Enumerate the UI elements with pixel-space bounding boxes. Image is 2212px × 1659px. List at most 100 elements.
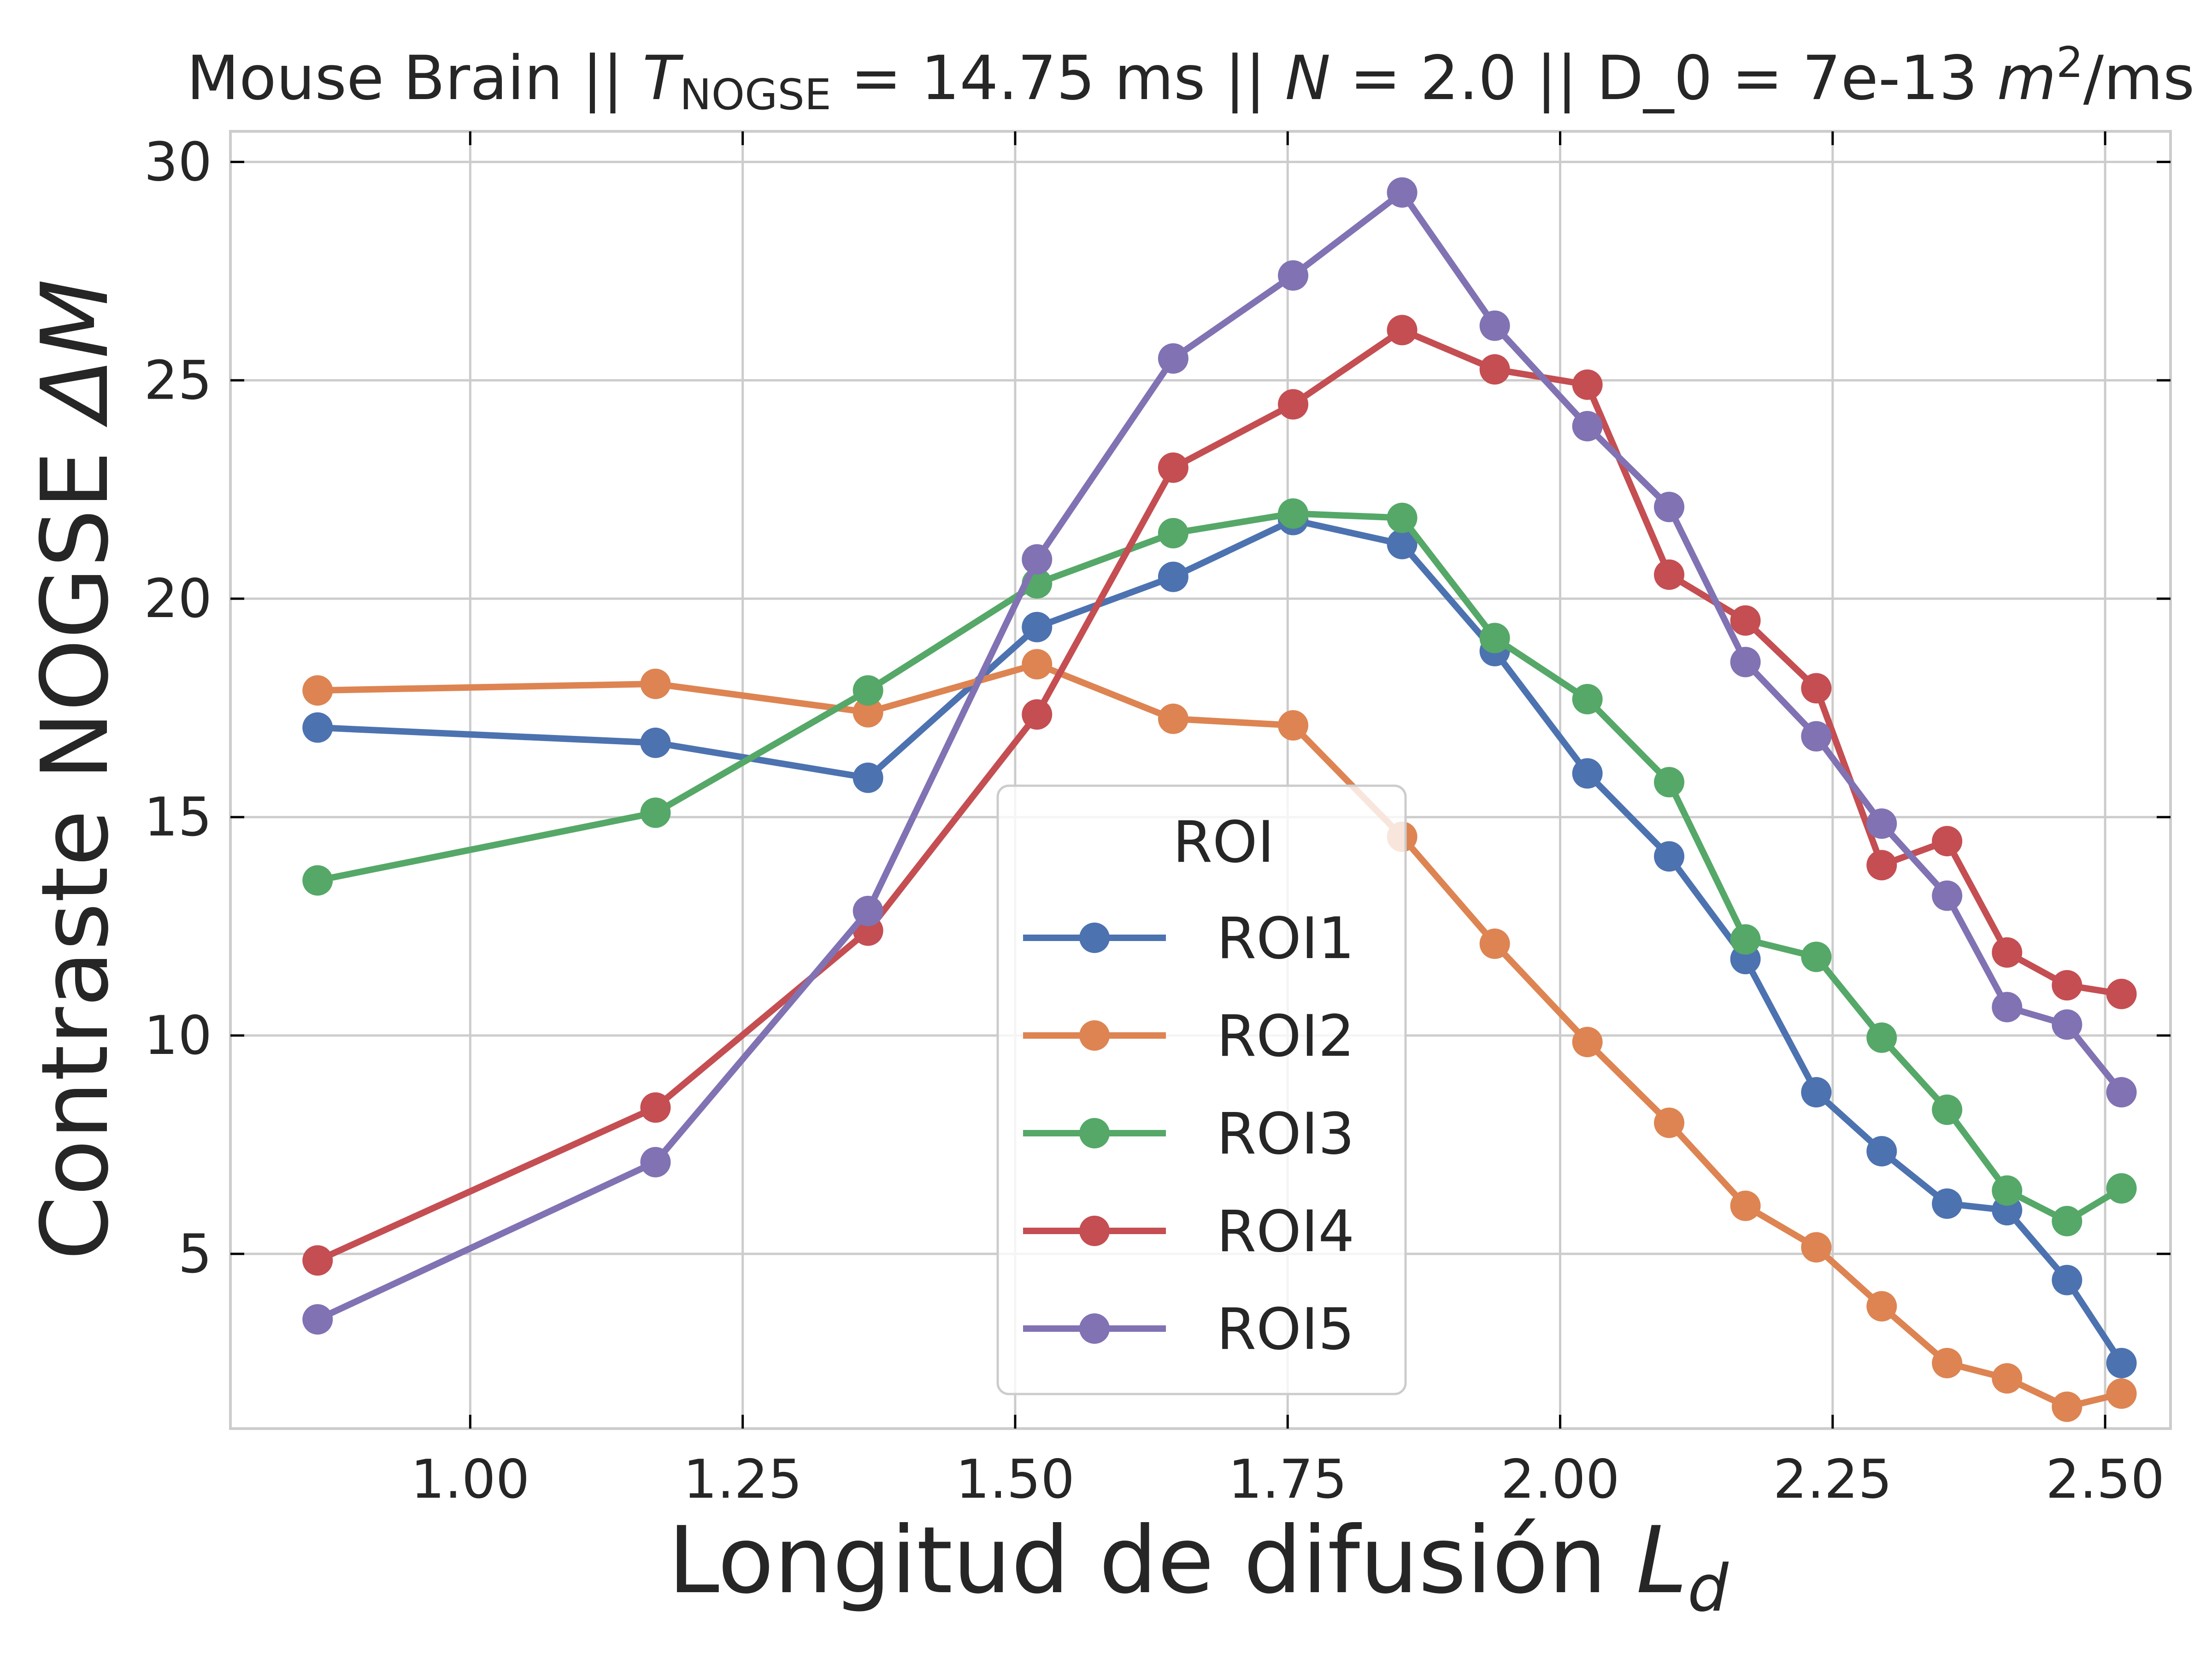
data-point-roi4 [1278,389,1309,420]
axis-ticks: 1.00 1.25 1.50 1.75 2.00 2.25 2.50 5 10 15 20 25 30 [144,131,2171,1511]
data-point-roi4 [1801,673,1832,704]
data-point-roi1 [2106,1347,2137,1378]
data-point-roi1 [1158,561,1188,592]
data-point-roi3 [1572,684,1603,715]
x-tick-label: 2.25 [1773,1448,1892,1511]
data-point-roi2 [2106,1378,2137,1409]
data-point-roi4 [1158,452,1188,483]
data-point-roi2 [1801,1232,1832,1263]
data-point-roi2 [1572,1027,1603,1058]
y-tick-label: 20 [144,568,212,630]
data-point-roi2 [1992,1363,2023,1394]
data-point-roi3 [640,797,671,828]
legend-title: ROI [1173,809,1274,876]
data-point-roi1 [1022,612,1053,642]
x-tick-label: 1.00 [411,1448,529,1511]
chart-title: Mouse Brain || TNOGSE = 14.75 ms || N = … [187,38,2194,119]
data-point-roi3 [1654,767,1685,798]
data-point-roi3 [1479,623,1510,653]
data-point-roi1 [2052,1265,2083,1295]
data-point-roi3 [2052,1206,2083,1236]
y-tick-label: 10 [144,1005,212,1067]
x-axis-label-text: Longitud de difusión [668,1507,1636,1614]
title-n-value: = 2.0 || D_0 = 7e-13 [1330,43,1997,114]
data-point-roi4 [1992,937,2023,968]
data-point-roi5 [1022,544,1053,575]
data-point-roi4 [1387,315,1418,346]
data-point-roi3 [1387,502,1418,533]
legend-label: ROI5 [1217,1296,1354,1363]
data-point-roi1 [853,762,883,793]
data-point-roi4 [1730,605,1761,636]
x-tick-label: 2.50 [2046,1448,2165,1511]
plot-frame [229,130,2172,1430]
data-point-roi2 [1866,1291,1897,1322]
data-point-roi2 [1932,1347,1963,1378]
y-axis-label-text: Contraste NOGSE [22,422,129,1260]
data-point-roi2 [1654,1107,1685,1138]
data-point-roi4 [1866,850,1897,881]
y-axis-label: Contraste NOGSE ΔM [22,279,129,1260]
data-point-roi3 [1158,518,1188,548]
data-point-roi3 [853,675,883,706]
legend-marker [1079,923,1110,953]
title-t-subscript: NOGSE [680,70,831,119]
data-point-roi5 [1866,808,1897,839]
data-point-roi3 [1866,1022,1897,1053]
data-point-roi5 [1801,721,1832,752]
legend-entries: ROI1 ROI2 ROI3 ROI4 ROI5 [1023,906,1354,1363]
data-point-roi4 [1932,826,1963,857]
y-tick-label: 30 [144,131,212,193]
legend-entry-roi5: ROI5 [1023,1296,1354,1363]
title-unit-suffix: /ms [2083,43,2195,114]
data-point-roi1 [302,712,333,743]
data-point-roi1 [1866,1136,1897,1167]
title-unit-exponent: 2 [2056,38,2083,87]
data-point-roi5 [1654,492,1685,523]
data-point-roi5 [1278,260,1309,291]
legend-entry-roi4: ROI4 [1023,1199,1354,1265]
data-point-roi3 [1730,924,1761,955]
data-point-roi4 [1022,699,1053,730]
data-point-roi5 [2106,1077,2137,1108]
legend-entry-roi1: ROI1 [1023,906,1354,972]
title-unit-symbol: m [1997,43,2056,114]
x-axis-label: Longitud de difusión Ld [668,1507,1729,1626]
data-point-roi2 [640,668,671,699]
series-roi3 [302,498,2137,1236]
data-point-roi5 [1992,992,2023,1023]
legend-label: ROI3 [1217,1101,1354,1167]
legend-marker [1079,1216,1110,1246]
data-point-roi5 [1572,411,1603,441]
data-point-roi3 [1932,1094,1963,1125]
data-point-roi4 [2052,970,2083,1000]
data-point-roi2 [2052,1391,2083,1422]
data-point-roi4 [640,1092,671,1123]
x-tick-label: 2.00 [1500,1448,1619,1511]
legend-entry-roi3: ROI3 [1023,1101,1354,1167]
x-axis-label-subscript: d [1688,1551,1729,1626]
data-point-roi1 [1387,529,1418,559]
y-tick-label: 5 [178,1223,212,1285]
x-axis-label-symbol: L [1636,1507,1687,1614]
data-point-roi4 [1654,559,1685,590]
data-point-roi2 [1022,649,1053,680]
legend: ROI ROI1 ROI2 ROI3 ROI4 ROI5 [996,784,1407,1395]
data-point-roi5 [1479,310,1510,341]
legend-marker [1079,1313,1110,1344]
data-point-roi4 [2106,978,2137,1009]
data-point-roi2 [1730,1190,1761,1221]
data-point-roi2 [1479,928,1510,959]
x-tick-label: 1.25 [683,1448,802,1511]
data-point-roi1 [1932,1188,1963,1219]
data-point-roi5 [302,1304,333,1335]
data-point-roi5 [640,1147,671,1177]
title-t-value: = 14.75 ms || [831,43,1285,114]
legend-label: ROI1 [1217,906,1354,972]
data-point-roi4 [1479,354,1510,385]
legend-label: ROI2 [1217,1003,1354,1070]
data-point-roi2 [1278,710,1309,741]
title-n-symbol: N [1285,43,1330,114]
data-point-roi5 [1730,647,1761,677]
